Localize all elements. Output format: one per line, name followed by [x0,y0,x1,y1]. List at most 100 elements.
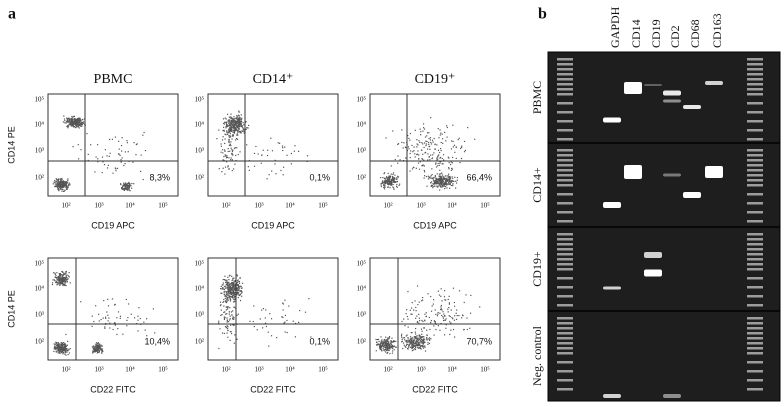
event-dot [230,300,231,301]
event-dot [424,345,425,346]
event-dot [63,281,64,282]
event-dot [412,168,413,169]
event-dot [75,125,76,126]
event-dot [380,183,381,184]
ladder-band [747,332,763,335]
event-dot [419,302,420,303]
event-dot [225,300,226,301]
event-dot [428,144,429,145]
event-dot [238,290,239,291]
event-dot [136,144,137,145]
event-dot [238,111,239,112]
event-dot [254,166,255,167]
event-dot [239,122,240,123]
event-dot [231,121,232,122]
event-dot [102,172,103,173]
ladder-band [557,149,573,152]
event-dot [449,315,450,316]
event-dot [78,144,79,145]
event-dot [466,317,467,318]
event-dot [60,184,61,185]
event-dot [421,331,422,332]
event-dot [65,272,66,273]
event-dot [226,298,227,299]
event-dot [128,189,129,190]
event-dot [448,168,449,169]
event-dot [418,340,419,341]
event-dot [231,333,232,334]
event-dot [442,182,443,183]
event-dot [407,291,408,292]
event-dot [422,336,423,337]
event-dot [444,334,445,335]
event-dot [423,127,424,128]
event-dot [423,342,424,343]
event-dot [435,329,436,330]
event-dot [63,187,64,188]
x-tick-label: 10³ [254,202,263,210]
ladder-band [557,179,573,182]
event-dot [396,347,397,348]
lane-label: CD68 [688,19,702,48]
ladder-band [747,361,763,364]
event-dot [452,185,453,186]
event-dot [56,281,57,282]
event-dot [123,165,124,166]
event-dot [227,134,228,135]
event-dot [234,295,235,296]
event-dot [437,185,438,186]
percent-label: 10,4% [144,336,170,346]
event-dot [235,147,236,148]
ladder-band [747,73,763,76]
event-dot [105,317,106,318]
event-dot [287,332,288,333]
event-dot [284,147,285,148]
event-dot [130,190,131,191]
event-dot [67,127,68,128]
event-dot [449,304,450,305]
event-dot [225,282,226,283]
event-dot [451,140,452,141]
event-dot [59,179,60,180]
event-dot [55,186,56,187]
event-dot [232,282,233,283]
event-dot [455,188,456,189]
event-dot [126,299,127,300]
x-tick-label: 10⁵ [158,366,168,374]
event-dot [112,139,113,140]
event-dot [383,348,384,349]
event-dot [101,351,102,352]
event-dot [421,142,422,143]
y-tick-label: 10² [35,174,44,182]
event-dot [453,146,454,147]
ladder-band [747,263,763,266]
event-dot [126,187,127,188]
event-dot [418,140,419,141]
event-dot [232,278,233,279]
event-dot [64,281,65,282]
event-dot [437,183,438,184]
event-dot [108,320,109,321]
event-dot [64,274,65,275]
event-dot [59,285,60,286]
event-dot [238,115,239,116]
event-dot [137,330,138,331]
event-dot [232,280,233,281]
event-dot [382,342,383,343]
event-dot [439,313,440,314]
event-dot [236,147,237,148]
event-dot [123,188,124,189]
event-dot [68,349,69,350]
event-dot [385,351,386,352]
event-dot [419,142,420,143]
event-dot [225,154,226,155]
event-dot [233,132,234,133]
event-dot [138,307,139,308]
event-dot [275,173,276,174]
event-dot [227,166,228,167]
ladder-band [747,347,763,350]
event-dot [421,341,422,342]
event-dot [440,148,441,149]
event-dot [417,342,418,343]
event-dot [465,150,466,151]
